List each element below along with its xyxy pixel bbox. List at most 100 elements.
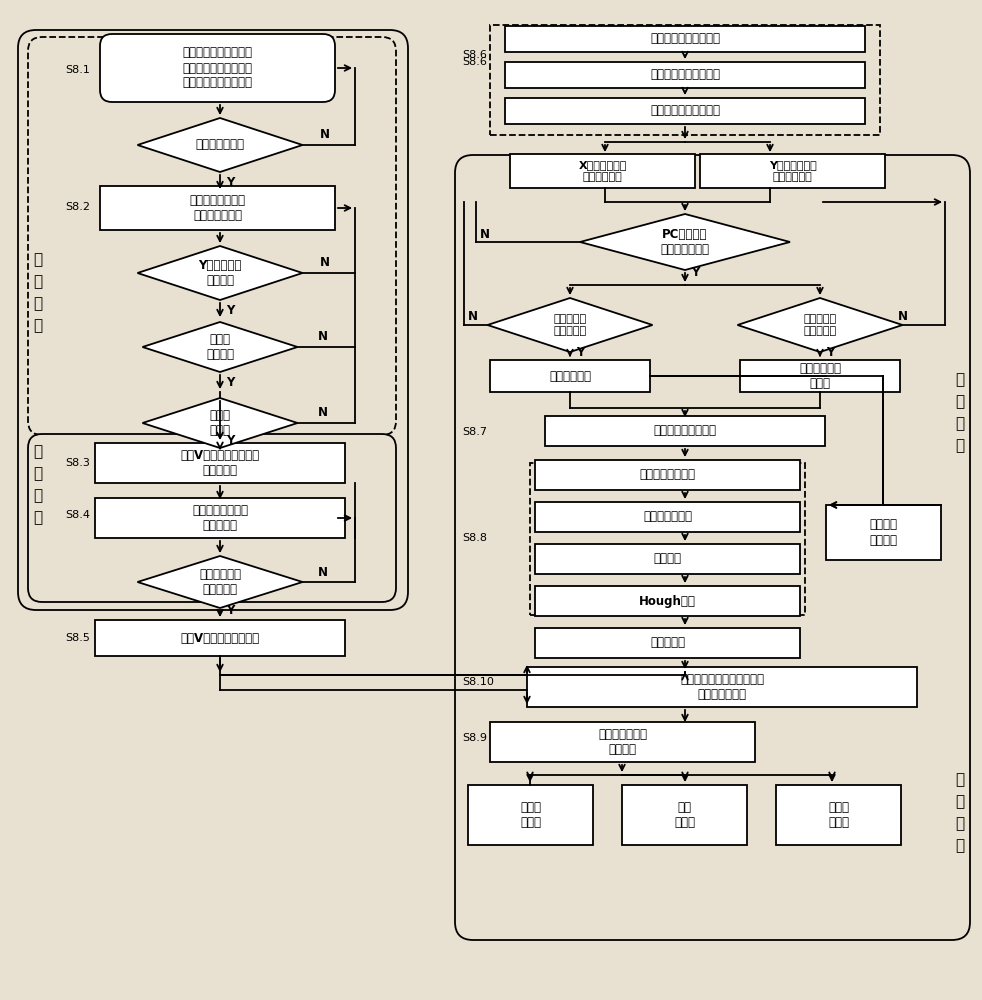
- Text: N: N: [318, 406, 328, 420]
- Text: N: N: [898, 310, 908, 324]
- FancyBboxPatch shape: [28, 434, 396, 602]
- Text: 流: 流: [33, 296, 42, 312]
- Text: 光学成像系统误差修正: 光学成像系统误差修正: [650, 104, 720, 117]
- Bar: [505, 26, 865, 52]
- Bar: [95, 498, 345, 538]
- Text: 图像数据平滑处理: 图像数据平滑处理: [639, 468, 695, 482]
- FancyBboxPatch shape: [455, 155, 970, 940]
- FancyBboxPatch shape: [18, 30, 408, 610]
- Text: 测: 测: [955, 372, 964, 387]
- Text: 程: 程: [33, 318, 42, 334]
- Text: Y: Y: [226, 434, 235, 446]
- Text: Y方向光学成像
系统标定完毕: Y方向光学成像 系统标定完毕: [769, 160, 816, 182]
- Bar: [535, 628, 800, 658]
- Text: 料: 料: [33, 274, 42, 290]
- Text: 送: 送: [33, 466, 42, 482]
- Bar: [530, 463, 805, 615]
- Polygon shape: [580, 214, 790, 270]
- Text: S8.4: S8.4: [65, 510, 90, 520]
- Bar: [535, 502, 800, 532]
- Text: Y: Y: [226, 375, 235, 388]
- Bar: [826, 505, 941, 560]
- Text: N: N: [318, 566, 328, 578]
- Text: S8.1: S8.1: [65, 65, 90, 75]
- Text: 次品
装料槽: 次品 装料槽: [674, 801, 695, 829]
- Text: N: N: [318, 330, 328, 344]
- Text: S8.9: S8.9: [462, 733, 487, 743]
- Text: S8.2: S8.2: [65, 202, 90, 212]
- Bar: [100, 186, 335, 230]
- Text: Y: Y: [226, 603, 235, 616]
- Text: Hough变换: Hough变换: [639, 594, 696, 607]
- Text: 统: 统: [955, 438, 964, 454]
- Text: 输: 输: [33, 444, 42, 460]
- Text: Y: Y: [576, 346, 584, 359]
- Text: 活动V形块夹紧轴承外圈: 活动V形块夹紧轴承外圈: [181, 632, 259, 645]
- Polygon shape: [737, 298, 902, 352]
- Bar: [545, 416, 825, 446]
- Text: Y形上料装置
有零件？: Y形上料装置 有零件？: [198, 259, 242, 287]
- Text: 上料交流电机启动
输送带开始上料: 上料交流电机启动 输送带开始上料: [190, 194, 246, 222]
- Bar: [490, 360, 650, 392]
- Text: 量: 量: [955, 394, 964, 410]
- Bar: [505, 62, 865, 88]
- Bar: [700, 154, 885, 188]
- Bar: [95, 620, 345, 656]
- Polygon shape: [142, 398, 298, 448]
- Text: 推送V形块推送轴承外圈
至输送链中: 推送V形块推送轴承外圈 至输送链中: [181, 449, 259, 477]
- Text: 上: 上: [33, 252, 42, 267]
- Text: S8.6: S8.6: [462, 57, 487, 67]
- Text: 光学成像系统像素标定: 光学成像系统像素标定: [650, 68, 720, 82]
- Text: 输送链
停止？: 输送链 停止？: [209, 409, 231, 437]
- Text: Y: Y: [826, 346, 835, 359]
- Text: 灰度图像二值化: 灰度图像二值化: [643, 510, 692, 524]
- Text: S8.10: S8.10: [462, 677, 494, 687]
- Text: 分选气缸带动分选气爪移动
至对应的滑槽处: 分选气缸带动分选气爪移动 至对应的滑槽处: [680, 673, 764, 701]
- Polygon shape: [137, 556, 302, 608]
- Text: Y: Y: [226, 176, 235, 188]
- Text: 流: 流: [33, 488, 42, 504]
- Text: 合格品
装料槽: 合格品 装料槽: [520, 801, 541, 829]
- Bar: [490, 722, 755, 762]
- Bar: [535, 586, 800, 616]
- Bar: [510, 154, 695, 188]
- Bar: [535, 460, 800, 490]
- Bar: [95, 443, 345, 483]
- Text: S8.3: S8.3: [65, 458, 90, 468]
- Text: 报废品
装料槽: 报废品 装料槽: [828, 801, 849, 829]
- FancyBboxPatch shape: [28, 37, 396, 435]
- Text: PC机接收到
定位结束信号？: PC机接收到 定位结束信号？: [661, 228, 710, 256]
- Text: Y: Y: [691, 265, 699, 278]
- Text: N: N: [480, 228, 490, 240]
- Text: 统: 统: [955, 838, 964, 854]
- Text: 亚像素细分: 亚像素细分: [650, 637, 685, 650]
- Text: 相机捕获图像: 相机捕获图像: [549, 369, 591, 382]
- Text: 径向测量工
位有零件？: 径向测量工 位有零件？: [803, 314, 837, 336]
- Polygon shape: [487, 298, 652, 352]
- Text: 输送伺服电机启动
输送链送料: 输送伺服电机启动 输送链送料: [192, 504, 248, 532]
- Bar: [776, 785, 901, 845]
- Text: 系: 系: [955, 816, 964, 832]
- Polygon shape: [142, 322, 298, 372]
- Text: Y: Y: [226, 304, 235, 316]
- Text: S8.5: S8.5: [65, 633, 90, 643]
- Text: 边缘检测: 边缘检测: [653, 552, 682, 566]
- Text: X方向光学成像
系统标定完毕: X方向光学成像 系统标定完毕: [578, 160, 627, 182]
- Polygon shape: [137, 246, 302, 300]
- Bar: [535, 544, 800, 574]
- Text: S8.6: S8.6: [462, 50, 487, 60]
- Bar: [490, 25, 880, 135]
- Text: 轴向测量工
位有零件？: 轴向测量工 位有零件？: [554, 314, 586, 336]
- Text: 测量结果显示、
打印报表: 测量结果显示、 打印报表: [598, 728, 647, 756]
- Text: 一种基于比较测量法的
滚动轴承外圈多参数自
动测量系统程序初始化: 一种基于比较测量法的 滚动轴承外圈多参数自 动测量系统程序初始化: [183, 46, 252, 90]
- Bar: [468, 785, 593, 845]
- Text: 光学成像系统位置标定: 光学成像系统位置标定: [650, 32, 720, 45]
- Text: 程: 程: [33, 510, 42, 526]
- Text: 数字千分表采
集数据: 数字千分表采 集数据: [799, 362, 841, 390]
- Text: 启动按鈕按下？: 启动按鈕按下？: [195, 138, 245, 151]
- Text: 输送链
有空位？: 输送链 有空位？: [206, 333, 234, 361]
- Text: 轴承外圈到达
测量位置？: 轴承外圈到达 测量位置？: [199, 568, 241, 596]
- Text: S8.8: S8.8: [462, 533, 487, 543]
- Text: 选: 选: [955, 794, 964, 810]
- Text: S8.7: S8.7: [462, 427, 487, 437]
